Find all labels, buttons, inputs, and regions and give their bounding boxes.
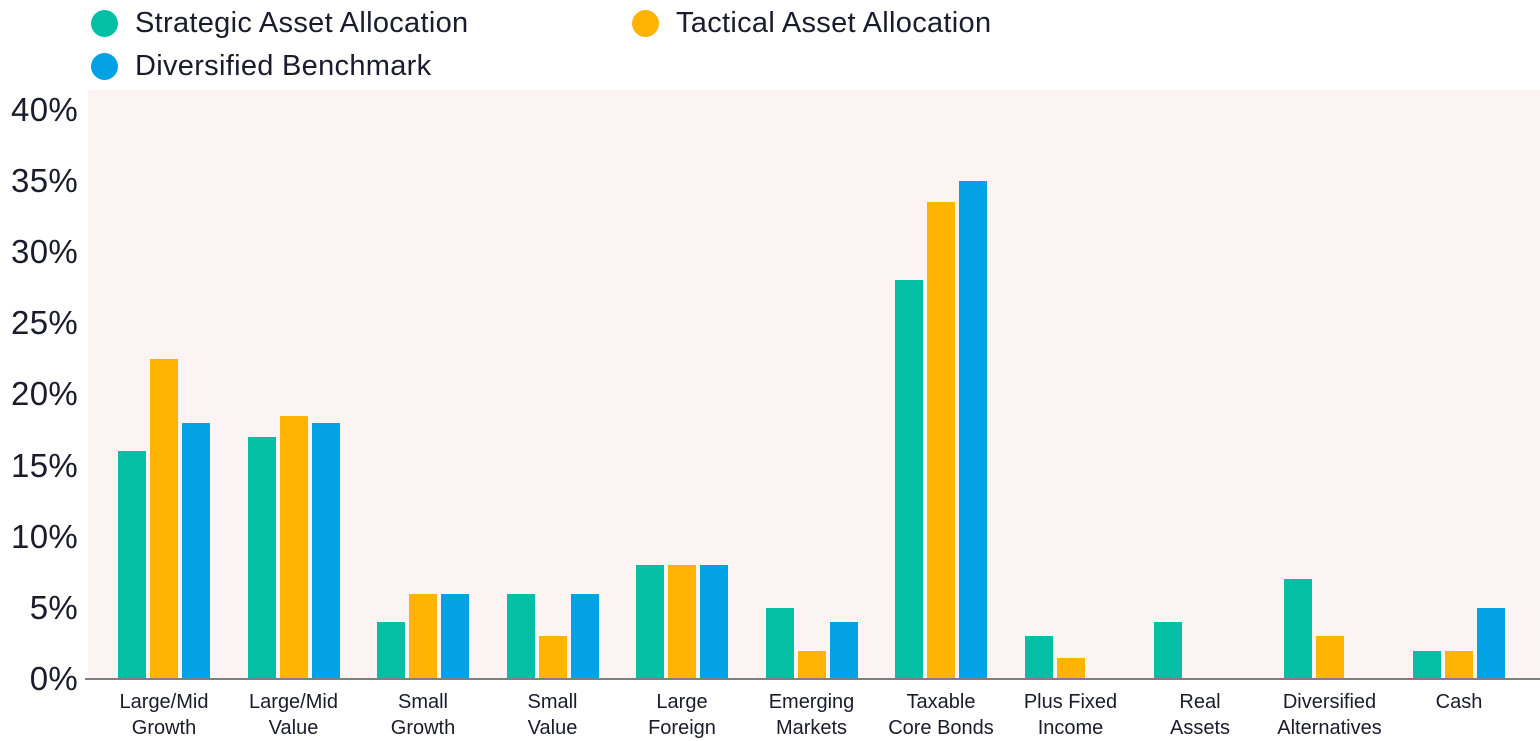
legend-label: Strategic Asset Allocation xyxy=(135,6,469,39)
bar-strategic-asset-allocation-large-mid-value xyxy=(247,437,276,679)
bar-strategic-asset-allocation-small-value xyxy=(506,594,535,679)
bar-strategic-asset-allocation-large-foreign xyxy=(636,565,664,679)
bar-strategic-asset-allocation-large-mid-growth xyxy=(118,451,146,679)
bar-strategic-asset-allocation-real-assets xyxy=(1154,622,1182,679)
y-tick-30: 30% xyxy=(11,233,78,270)
x-label-small-growth: Small Growth xyxy=(390,691,456,739)
x-label-diversified-alternatives: Diversified Alternatives xyxy=(1277,691,1382,739)
y-tick-20: 20% xyxy=(11,375,78,412)
x-label-large-foreign: Large Foreign xyxy=(648,691,716,739)
bar-diversified-benchmark-large-foreign xyxy=(700,565,728,679)
legend-item-strategic: Strategic Asset Allocation xyxy=(91,6,468,40)
legend-swatch-strategic-icon xyxy=(91,9,118,37)
legend-swatch-tactical-icon xyxy=(632,9,659,37)
bar-tactical-asset-allocation-plus-fixed-income xyxy=(1056,658,1085,679)
bar-tactical-asset-allocation-large-foreign xyxy=(668,565,696,679)
bar-strategic-asset-allocation-plus-fixed-income xyxy=(1024,636,1053,679)
bar-diversified-benchmark-small-value xyxy=(570,594,599,679)
bar-tactical-asset-allocation-emerging-markets xyxy=(797,651,826,679)
x-label-emerging-markets: Emerging Markets xyxy=(768,691,855,739)
x-label-real-assets: Real Assets xyxy=(1169,691,1231,739)
x-label-taxable-core-bonds: Taxable Core Bonds xyxy=(888,691,994,739)
bar-strategic-asset-allocation-taxable-core-bonds xyxy=(895,280,923,679)
legend-label: Tactical Asset Allocation xyxy=(676,6,992,39)
bar-tactical-asset-allocation-taxable-core-bonds xyxy=(927,202,955,679)
bar-tactical-asset-allocation-diversified-alternatives xyxy=(1315,636,1344,679)
bar-diversified-benchmark-cash xyxy=(1477,608,1505,679)
y-tick-40: 40% xyxy=(11,91,78,128)
x-label-large-mid-value: Large/Mid Value xyxy=(249,691,338,739)
x-label-cash: Cash xyxy=(1435,691,1483,713)
bar-diversified-benchmark-emerging-markets xyxy=(829,622,858,679)
y-tick-5: 5% xyxy=(29,589,78,626)
x-label-plus-fixed-income: Plus Fixed Income xyxy=(1023,691,1118,739)
bar-diversified-benchmark-large-mid-growth xyxy=(182,423,210,679)
legend-item-benchmark: Diversified Benchmark xyxy=(91,49,431,83)
y-tick-10: 10% xyxy=(11,518,78,555)
bar-strategic-asset-allocation-cash xyxy=(1413,651,1441,679)
y-tick-35: 35% xyxy=(11,162,78,199)
legend-item-tactical: Tactical Asset Allocation xyxy=(632,6,991,40)
bar-tactical-asset-allocation-small-value xyxy=(538,636,567,679)
bar-tactical-asset-allocation-cash xyxy=(1445,651,1473,679)
bar-tactical-asset-allocation-small-growth xyxy=(409,594,437,679)
x-axis-line xyxy=(85,678,1540,680)
bar-tactical-asset-allocation-large-mid-value xyxy=(279,416,308,679)
bar-diversified-benchmark-taxable-core-bonds xyxy=(959,181,987,679)
legend-label: Diversified Benchmark xyxy=(135,49,432,82)
bar-tactical-asset-allocation-large-mid-growth xyxy=(150,359,178,679)
bar-diversified-benchmark-small-growth xyxy=(441,594,469,679)
x-label-large-mid-growth: Large/Mid Growth xyxy=(119,691,209,739)
bar-strategic-asset-allocation-diversified-alternatives xyxy=(1283,579,1312,679)
legend-swatch-benchmark-icon xyxy=(91,52,118,80)
bar-strategic-asset-allocation-emerging-markets xyxy=(765,608,794,679)
y-tick-0: 0% xyxy=(29,660,78,697)
y-tick-15: 15% xyxy=(11,447,78,484)
bar-strategic-asset-allocation-small-growth xyxy=(377,622,405,679)
x-label-small-value: Small Value xyxy=(527,691,578,739)
y-tick-25: 25% xyxy=(11,304,78,341)
bar-diversified-benchmark-large-mid-value xyxy=(311,423,340,679)
